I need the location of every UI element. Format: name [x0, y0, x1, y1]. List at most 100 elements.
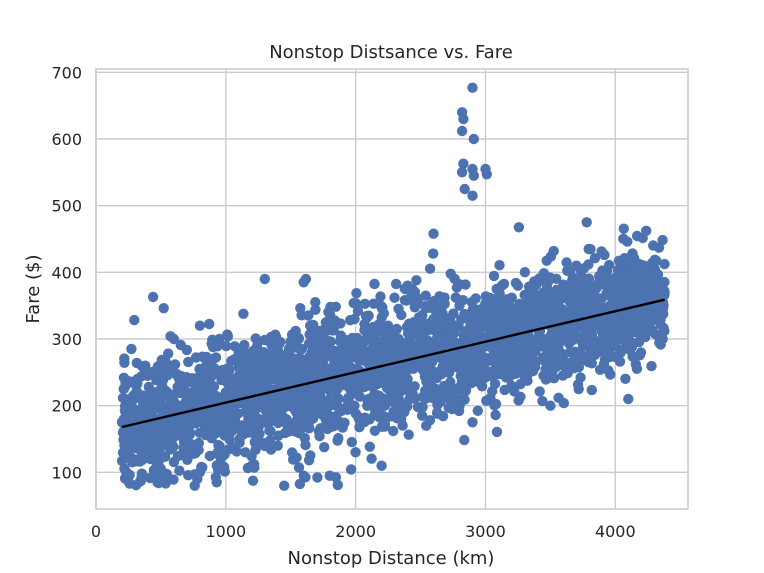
data-point [450, 292, 461, 303]
data-point [356, 347, 368, 358]
data-point [238, 308, 249, 319]
data-point [501, 338, 513, 349]
data-point [610, 313, 621, 325]
data-point [513, 222, 525, 233]
data-point [389, 373, 400, 385]
data-point [384, 346, 396, 357]
data-point [390, 278, 402, 290]
data-point [222, 378, 234, 389]
data-point [415, 333, 426, 345]
data-point [405, 387, 416, 399]
x-tick-label: 2000 [335, 522, 376, 541]
data-point [538, 273, 550, 285]
data-point [458, 158, 469, 169]
data-point [253, 367, 264, 378]
data-point [298, 277, 309, 288]
data-point [340, 402, 351, 414]
data-point [456, 314, 467, 325]
data-point [525, 307, 537, 318]
data-point [311, 393, 322, 405]
data-point [377, 393, 388, 404]
data-point [619, 253, 630, 264]
data-point [467, 82, 478, 93]
data-point [449, 273, 460, 284]
data-point [460, 279, 471, 290]
data-point [607, 283, 618, 295]
data-point [473, 327, 485, 338]
data-point [375, 291, 386, 302]
data-point [424, 415, 436, 426]
data-point [136, 439, 148, 450]
data-point [468, 133, 479, 145]
data-point [303, 423, 315, 434]
data-point [565, 296, 576, 307]
data-point [194, 320, 206, 331]
data-point [312, 472, 323, 483]
data-point [386, 391, 397, 402]
data-point [635, 347, 647, 358]
data-point [369, 333, 381, 345]
data-point [246, 427, 258, 438]
data-point [210, 472, 221, 483]
data-point [292, 367, 303, 378]
data-point [237, 369, 248, 380]
data-point [129, 423, 141, 435]
data-point [472, 405, 483, 416]
data-point [310, 297, 321, 308]
data-point [483, 395, 495, 406]
trend-line [121, 298, 665, 429]
data-point [465, 376, 476, 387]
data-point [299, 361, 311, 373]
data-point [126, 343, 137, 355]
data-point [488, 270, 500, 282]
data-point [406, 291, 417, 302]
data-point [618, 223, 629, 234]
y-tick-label: 200 [51, 397, 82, 416]
data-point [266, 405, 277, 417]
x-tick-label: 4000 [595, 522, 636, 541]
data-point [388, 406, 399, 417]
data-point [659, 287, 670, 298]
data-point [519, 267, 531, 278]
data-point [204, 318, 215, 330]
data-point [376, 460, 387, 471]
data-point [623, 287, 634, 298]
data-point [454, 400, 465, 411]
data-point [279, 480, 290, 491]
data-point [456, 167, 468, 178]
data-point [233, 347, 244, 358]
data-point [641, 225, 652, 236]
data-point [586, 384, 597, 396]
data-point [484, 353, 495, 364]
data-point [181, 393, 193, 405]
data-point [327, 325, 339, 336]
data-point [389, 292, 400, 303]
data-point [412, 401, 424, 413]
data-point [534, 386, 545, 397]
data-point [184, 427, 196, 439]
data-point [364, 441, 375, 452]
data-point [198, 427, 209, 438]
data-point [621, 269, 633, 281]
data-point [338, 364, 349, 375]
data-point [610, 340, 621, 351]
data-point [236, 420, 247, 431]
data-point [329, 365, 340, 376]
data-point [339, 417, 350, 428]
data-point [488, 318, 499, 329]
x-axis-title: Nonstop Distance (km) [288, 548, 495, 569]
data-point [141, 399, 153, 410]
data-point [145, 453, 156, 465]
data-point [277, 411, 289, 422]
data-point [296, 343, 307, 355]
data-point [175, 400, 186, 411]
data-point [300, 369, 311, 380]
data-point [215, 453, 227, 464]
data-point [350, 298, 362, 309]
data-point [324, 400, 335, 411]
data-point [516, 350, 527, 361]
data-point [458, 113, 469, 125]
data-point [273, 430, 284, 441]
x-tick-label: 3000 [465, 522, 506, 541]
data-point [264, 425, 275, 436]
